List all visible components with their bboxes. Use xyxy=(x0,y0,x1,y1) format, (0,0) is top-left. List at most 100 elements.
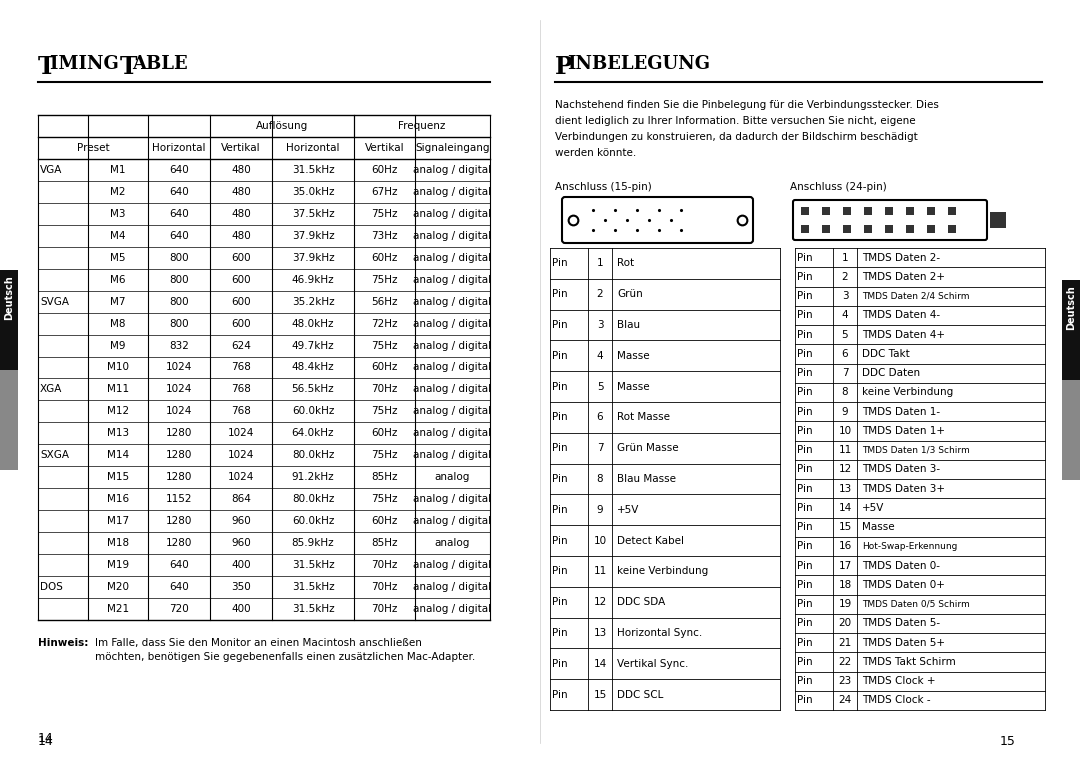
Text: Pin: Pin xyxy=(552,259,568,269)
Text: Pin: Pin xyxy=(552,658,568,669)
Text: 800: 800 xyxy=(170,297,189,307)
Text: DDC SCL: DDC SCL xyxy=(617,690,663,700)
Text: TMDS Daten 0/5 Schirm: TMDS Daten 0/5 Schirm xyxy=(862,600,970,609)
Text: 1024: 1024 xyxy=(228,472,254,482)
Text: 17: 17 xyxy=(838,561,852,571)
Text: M18: M18 xyxy=(107,538,130,548)
Text: 14: 14 xyxy=(38,735,54,748)
Text: 56.5kHz: 56.5kHz xyxy=(292,385,335,394)
Text: 1: 1 xyxy=(841,253,848,262)
Text: 48.4kHz: 48.4kHz xyxy=(292,362,335,372)
Text: 400: 400 xyxy=(231,560,251,570)
Text: 1024: 1024 xyxy=(166,385,192,394)
Bar xyxy=(801,207,809,215)
Text: M13: M13 xyxy=(107,428,130,439)
Text: analog / digital: analog / digital xyxy=(414,494,491,504)
Text: Pin: Pin xyxy=(797,542,812,552)
Text: T: T xyxy=(120,55,137,79)
Text: 60Hz: 60Hz xyxy=(372,428,397,439)
Text: Pin: Pin xyxy=(797,253,812,262)
Text: 35.2kHz: 35.2kHz xyxy=(292,297,335,307)
Text: 960: 960 xyxy=(231,538,251,548)
Bar xyxy=(948,207,956,215)
Text: 1280: 1280 xyxy=(166,472,192,482)
Text: Rot: Rot xyxy=(617,259,634,269)
Text: 46.9kHz: 46.9kHz xyxy=(292,275,335,285)
Bar xyxy=(885,207,893,215)
Text: analog / digital: analog / digital xyxy=(414,582,491,592)
Text: analog / digital: analog / digital xyxy=(414,187,491,197)
Bar xyxy=(0,320,18,470)
Text: Frequenz: Frequenz xyxy=(399,121,446,131)
Bar xyxy=(0,270,18,370)
Text: 480: 480 xyxy=(231,187,251,197)
Text: 864: 864 xyxy=(231,494,251,504)
Text: Preset: Preset xyxy=(77,143,109,153)
Text: Pin: Pin xyxy=(552,289,568,299)
Text: 72Hz: 72Hz xyxy=(372,319,397,329)
Text: M10: M10 xyxy=(107,362,129,372)
Text: Pin: Pin xyxy=(797,484,812,494)
Text: P: P xyxy=(555,55,572,79)
Text: dient lediglich zu Ihrer Information. Bitte versuchen Sie nicht, eigene: dient lediglich zu Ihrer Information. Bi… xyxy=(555,116,916,126)
Bar xyxy=(1062,330,1080,480)
Text: Pin: Pin xyxy=(797,388,812,398)
Text: 80.0kHz: 80.0kHz xyxy=(292,450,334,460)
Text: analog / digital: analog / digital xyxy=(414,230,491,241)
Text: 14: 14 xyxy=(838,503,852,513)
Text: 70Hz: 70Hz xyxy=(372,560,397,570)
Text: Signaleingang: Signaleingang xyxy=(415,143,489,153)
Text: 85Hz: 85Hz xyxy=(372,472,397,482)
Text: Pin: Pin xyxy=(552,382,568,391)
Text: 18: 18 xyxy=(838,580,852,590)
Text: Pin: Pin xyxy=(552,536,568,546)
Text: 10: 10 xyxy=(838,426,851,436)
Text: 20: 20 xyxy=(838,618,851,629)
Text: 1024: 1024 xyxy=(228,428,254,439)
Text: 23: 23 xyxy=(838,676,852,686)
Text: 640: 640 xyxy=(170,582,189,592)
Text: 1280: 1280 xyxy=(166,450,192,460)
Text: M21: M21 xyxy=(107,604,130,614)
Text: 75Hz: 75Hz xyxy=(372,494,397,504)
Text: TMDS Clock +: TMDS Clock + xyxy=(862,676,935,686)
Text: Pin: Pin xyxy=(797,580,812,590)
Text: DDC Takt: DDC Takt xyxy=(862,349,909,359)
Bar xyxy=(885,225,893,233)
Text: Deutsch: Deutsch xyxy=(4,275,14,320)
Text: TMDS Daten 4+: TMDS Daten 4+ xyxy=(862,330,945,340)
Bar xyxy=(843,225,851,233)
Text: 16: 16 xyxy=(838,542,852,552)
Text: Pin: Pin xyxy=(797,599,812,609)
Text: TMDS Daten 1/3 Schirm: TMDS Daten 1/3 Schirm xyxy=(862,446,970,455)
Text: Pin: Pin xyxy=(797,407,812,417)
Text: 80.0kHz: 80.0kHz xyxy=(292,494,334,504)
Text: analog / digital: analog / digital xyxy=(414,253,491,262)
Text: 10: 10 xyxy=(593,536,607,546)
Text: 9: 9 xyxy=(841,407,848,417)
Text: TMDS Daten 5+: TMDS Daten 5+ xyxy=(862,638,945,648)
Text: TMDS Daten 4-: TMDS Daten 4- xyxy=(862,311,940,320)
Text: Pin: Pin xyxy=(797,503,812,513)
Bar xyxy=(843,207,851,215)
Text: 768: 768 xyxy=(231,407,251,417)
Text: M2: M2 xyxy=(110,187,125,197)
Text: 48.0kHz: 48.0kHz xyxy=(292,319,334,329)
Text: 8: 8 xyxy=(596,474,604,484)
Text: 75Hz: 75Hz xyxy=(372,340,397,350)
Text: 600: 600 xyxy=(231,319,251,329)
Text: +5V: +5V xyxy=(862,503,885,513)
Text: 11: 11 xyxy=(593,566,607,576)
Text: DDC Daten: DDC Daten xyxy=(862,368,920,378)
Text: 600: 600 xyxy=(231,297,251,307)
Text: 14: 14 xyxy=(38,732,54,745)
Text: 832: 832 xyxy=(170,340,189,350)
Text: Horizontal: Horizontal xyxy=(152,143,206,153)
Text: 31.5kHz: 31.5kHz xyxy=(292,582,335,592)
Text: 22: 22 xyxy=(838,657,852,667)
Text: Anschluss (15-pin): Anschluss (15-pin) xyxy=(555,182,651,192)
Text: Horizontal Sync.: Horizontal Sync. xyxy=(617,628,702,638)
Bar xyxy=(927,207,935,215)
Text: 19: 19 xyxy=(838,599,852,609)
Text: XGA: XGA xyxy=(40,385,63,394)
